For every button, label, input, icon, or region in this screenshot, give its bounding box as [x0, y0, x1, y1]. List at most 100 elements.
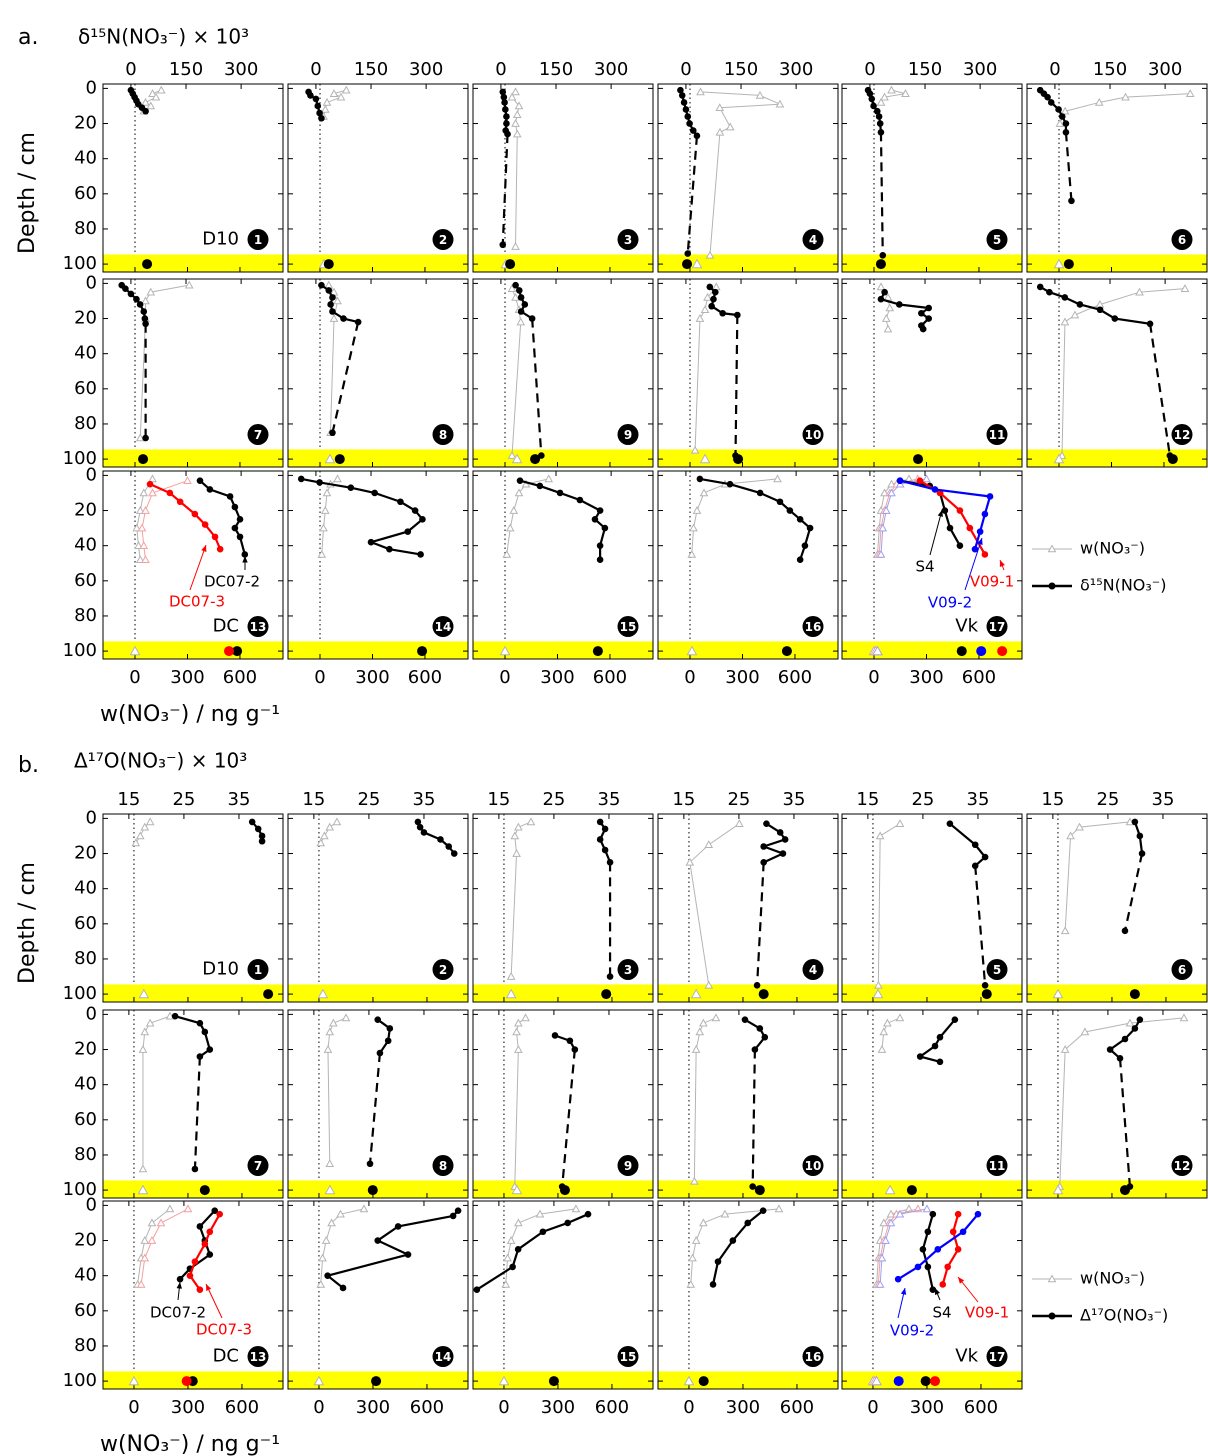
- surface-marker: [906, 1185, 917, 1196]
- w-marker: [156, 85, 166, 94]
- w-marker: [323, 1045, 333, 1053]
- surface-marker: [601, 989, 612, 1000]
- w-segment: [703, 1213, 726, 1224]
- w-marker: [320, 831, 329, 840]
- iso-segment: [327, 1253, 409, 1277]
- surface-marker: [138, 454, 149, 465]
- panel-frame: [841, 813, 1023, 1003]
- iso-marker: [929, 1286, 937, 1294]
- legend-marker: [1047, 1274, 1057, 1283]
- surface-marker: [976, 646, 987, 657]
- iso-marker: [981, 551, 989, 558]
- iso-marker: [941, 507, 949, 514]
- iso-marker: [329, 294, 336, 301]
- iso-marker: [868, 95, 876, 103]
- legend-label: w(NO₃⁻): [1080, 1269, 1145, 1288]
- w-marker: [140, 1027, 150, 1036]
- iso-segment: [717, 1239, 734, 1263]
- w-marker: [322, 488, 332, 497]
- w-marker: [135, 831, 145, 840]
- iso-marker: [879, 252, 887, 259]
- w-marker: [135, 506, 145, 514]
- surface-marker: [956, 646, 967, 657]
- iso-marker: [873, 107, 881, 115]
- iso-marker: [776, 498, 784, 506]
- site-label: Vk: [955, 615, 978, 636]
- w-segment: [1084, 1022, 1131, 1033]
- iso-marker: [374, 1237, 382, 1244]
- iso-segment: [389, 548, 421, 556]
- panel-number-badge: [802, 615, 824, 637]
- top-tick-label: 300: [224, 59, 258, 80]
- w-marker: [704, 980, 714, 989]
- iso-marker: [1058, 113, 1066, 120]
- iso-segment: [149, 483, 171, 494]
- w-marker: [325, 1159, 335, 1168]
- panel-frame: [841, 1009, 1023, 1199]
- panel-number: 11: [989, 1159, 1006, 1173]
- iso-marker: [501, 99, 508, 106]
- w-marker: [1060, 106, 1070, 115]
- surface-band: [658, 1371, 838, 1389]
- w-segment: [321, 528, 325, 555]
- w-marker: [156, 1218, 166, 1227]
- top-tick-label: 25: [357, 789, 380, 810]
- iso-marker: [786, 507, 794, 514]
- iso-marker: [971, 545, 979, 553]
- surface-marker: [499, 645, 511, 656]
- w-marker: [336, 1209, 345, 1218]
- w-marker: [773, 474, 782, 483]
- iso-segment: [962, 1213, 979, 1233]
- iso-marker: [606, 859, 614, 866]
- iso-marker: [536, 482, 544, 490]
- w-marker: [139, 488, 149, 497]
- iso-marker: [931, 1042, 939, 1050]
- w-marker: [877, 1045, 887, 1053]
- iso-marker: [454, 1207, 462, 1214]
- iso-marker: [517, 294, 525, 301]
- w-marker: [501, 1279, 511, 1288]
- w-marker: [141, 97, 150, 106]
- iso-marker: [340, 315, 347, 322]
- arrow-head: [176, 1282, 182, 1289]
- annotation-arrow: [929, 509, 943, 556]
- iso-marker: [445, 843, 453, 850]
- part-label: a.: [18, 25, 38, 50]
- iso-marker: [971, 841, 979, 849]
- iso-marker: [760, 859, 767, 866]
- y-tick-label: 40: [74, 1074, 97, 1095]
- w-marker: [141, 296, 150, 305]
- w-marker: [904, 1204, 914, 1213]
- w-marker: [140, 822, 150, 831]
- iso-segment: [699, 477, 731, 486]
- panel-number: 12: [1174, 1159, 1191, 1173]
- iso-marker: [776, 829, 784, 836]
- iso-marker: [196, 477, 204, 484]
- panel-number: 5: [993, 963, 1001, 977]
- y-axis-label: Depth / cm: [15, 132, 40, 254]
- w-marker: [146, 101, 156, 110]
- panel-number-badge: [617, 423, 639, 445]
- iso-marker: [411, 507, 419, 514]
- iso-segment: [732, 1222, 749, 1242]
- w-segment: [539, 1208, 577, 1215]
- iso-marker: [502, 106, 509, 113]
- surface-marker: [781, 646, 792, 657]
- bottom-tick-label: 600: [964, 1397, 998, 1418]
- surface-marker: [884, 1184, 896, 1195]
- iso-marker: [759, 1207, 767, 1214]
- top-tick-label: 25: [172, 789, 195, 810]
- y-tick-label: 0: [86, 807, 97, 828]
- bottom-tick-label: 0: [313, 1397, 324, 1418]
- w-marker: [922, 1204, 932, 1213]
- iso-marker: [881, 288, 888, 296]
- w-segment: [518, 1213, 541, 1224]
- iso-marker: [796, 556, 804, 564]
- iso-marker: [449, 1212, 457, 1220]
- panel-number: 14: [435, 1350, 452, 1364]
- surface-marker: [1119, 1185, 1130, 1196]
- iso-marker: [924, 1263, 932, 1271]
- iso-marker: [556, 489, 564, 497]
- iso-marker: [944, 1263, 951, 1271]
- panel-number-badge: [432, 1345, 454, 1367]
